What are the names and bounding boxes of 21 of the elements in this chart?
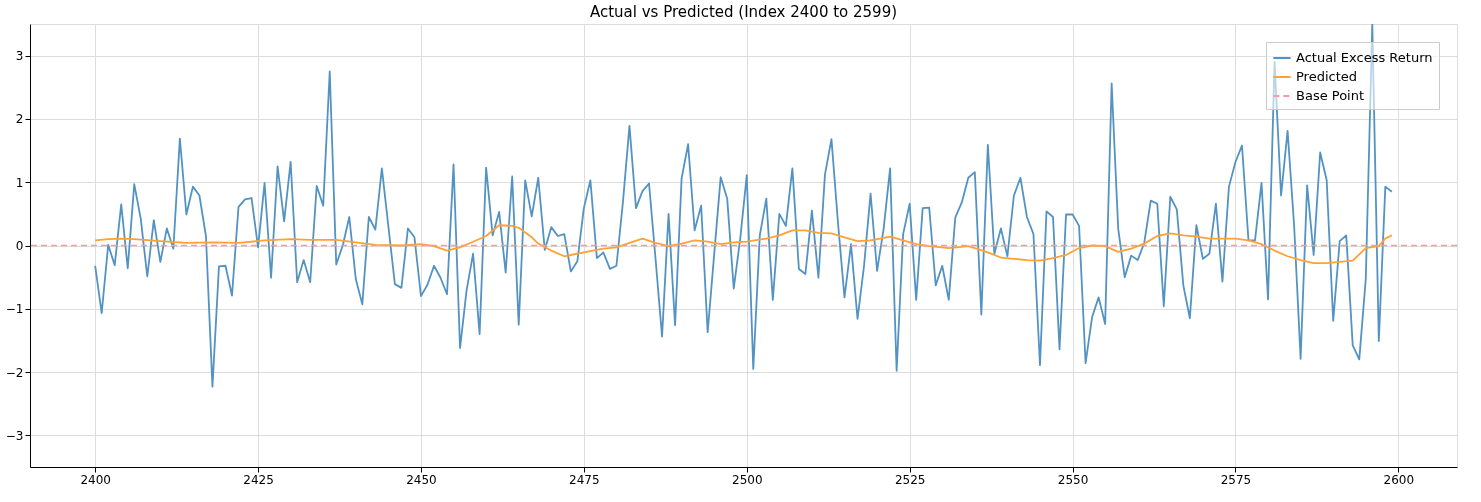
x-tick-label: 2525 [894,472,926,487]
x-tick-label: 2425 [243,472,274,487]
legend-label: Actual Excess Return [1296,50,1433,65]
x-tick-label: 2450 [406,472,437,487]
chart-title: Actual vs Predicted (Index 2400 to 2599) [589,3,898,21]
y-tick-label: 0 [15,239,24,253]
legend-label: Predicted [1296,69,1358,84]
y-tick-label: 3 [15,49,24,64]
x-tick-label: 2575 [1220,472,1252,487]
legend-label: Base Point [1296,88,1365,103]
y-tick-label: −3 [5,428,24,443]
y-tick-label: 2 [15,112,24,127]
x-tick-label: 2500 [731,472,763,487]
y-tick-label: −2 [5,365,24,380]
x-tick-label: 2600 [1383,472,1415,487]
x-tick-label: 2400 [80,472,111,487]
y-tick-label: 1 [15,175,24,190]
x-tick-label: 2475 [569,472,600,487]
line-series [94,224,1393,265]
x-tick-label: 2550 [1057,472,1089,487]
y-tick-label: −1 [5,302,24,317]
